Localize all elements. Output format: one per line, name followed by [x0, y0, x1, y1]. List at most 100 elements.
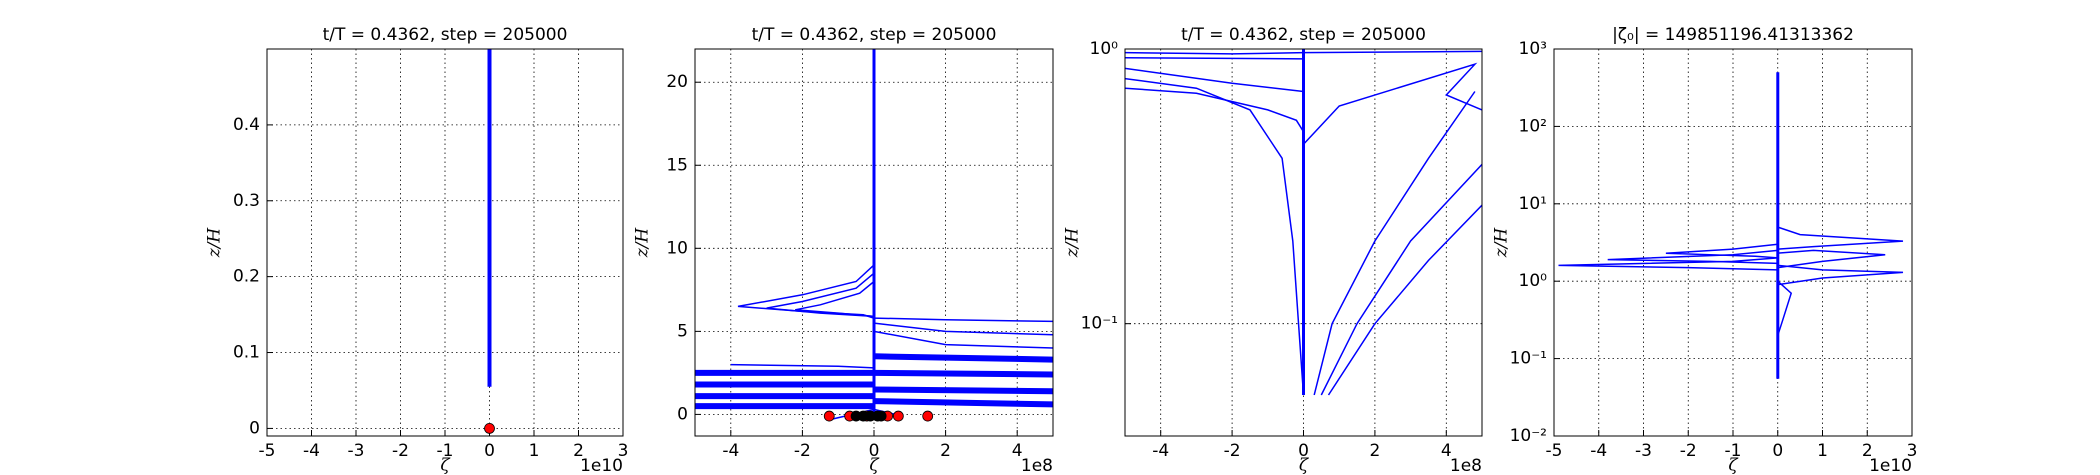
plot-marks [484, 49, 495, 434]
y-tick-label: 0.4 [233, 115, 260, 135]
y-tick-label: 10 [666, 238, 688, 258]
x-tick-label: -2 [794, 441, 811, 461]
plot-marks [1558, 72, 1904, 379]
data-line [730, 363, 875, 369]
x-tick-label: -4 [1152, 441, 1169, 461]
x-tick-label: -2 [1680, 441, 1697, 461]
x-tick-label: -3 [348, 441, 365, 461]
y-tick-label: 0 [677, 404, 688, 424]
data-line [873, 317, 1053, 323]
data-line [1313, 91, 1476, 396]
y-axis-label: z/H [205, 227, 225, 259]
x-axis-label: ζ [1299, 456, 1310, 475]
x-tick-label: -1 [437, 441, 454, 461]
panel: -4 -2 0 2 4 10⁻¹ 10⁰ t/T = 0.4362, step = 20500… [1063, 25, 1483, 475]
data-line [873, 386, 1053, 395]
x-tick-label: 4 [1012, 441, 1023, 461]
panel: -5 -4 -3 -2 -1 0 1 2 3 0 0.1 0.2 0.3 0.4 t/T = 0.4362,… [205, 25, 629, 475]
data-line [1777, 249, 1886, 269]
y-tick-label: 10⁻² [1510, 426, 1547, 446]
x-tick-label: 2 [1862, 441, 1873, 461]
data-line [873, 353, 1053, 363]
x-tick-label: 2 [573, 441, 584, 461]
data-line [1125, 50, 1482, 55]
x-tick-label: -5 [1546, 441, 1563, 461]
axes-frame [266, 48, 624, 437]
y-axis-label: z/H [1492, 227, 1512, 259]
data-line [1302, 62, 1482, 145]
x-tick-label: 2 [940, 441, 951, 461]
data-line [1558, 257, 1778, 271]
x-tick-label: -4 [303, 441, 320, 461]
y-axis-label: z/H [633, 227, 653, 259]
data-line [1327, 204, 1482, 396]
data-line [873, 330, 1053, 349]
x-tick-label: 0 [1772, 441, 1783, 461]
x-offset-label: 1e8 [1021, 456, 1053, 475]
y-tick-label: 15 [666, 155, 688, 175]
data-point [922, 410, 934, 422]
data-point [892, 410, 904, 422]
panel: -5 -4 -3 -2 -1 0 1 2 3 10⁻² 10⁻¹ 10⁰ 10¹ 10² 10³ |ζ₀| =… [1492, 25, 1918, 475]
x-tick-label: -4 [1590, 441, 1607, 461]
data-line [873, 322, 1053, 336]
x-tick-label: -2 [1224, 441, 1241, 461]
data-line [1607, 249, 1778, 265]
x-tick-label: 2 [1369, 441, 1380, 461]
y-tick-label: 10² [1519, 116, 1547, 136]
chart-title: |ζ₀| = 149851196.41313362 [1612, 25, 1854, 45]
plot-marks [1125, 49, 1482, 396]
data-line [1777, 264, 1904, 286]
x-offset-label: 1e8 [1450, 456, 1482, 475]
x-axis-label: ζ [1728, 456, 1739, 475]
data-line [1125, 87, 1305, 133]
y-tick-label: 5 [677, 321, 688, 341]
y-axis-label: z/H [1063, 227, 1083, 259]
x-tick-label: 1 [529, 441, 540, 461]
y-tick-label: 10⁰ [1519, 271, 1548, 291]
y-tick-label: 10⁰ [1090, 39, 1119, 59]
panel: -4 -2 0 2 4 0 5 10 15 20 t/T = 0.4362, step = 2050… [633, 25, 1054, 475]
plot-marks [695, 49, 1053, 422]
y-tick-label: 0.3 [233, 191, 260, 211]
data-line [1777, 226, 1904, 250]
data-line [1777, 280, 1793, 336]
y-tick-label: 10⁻¹ [1081, 314, 1118, 334]
data-line [795, 280, 875, 318]
data-line [766, 272, 875, 318]
x-tick-label: -1 [1725, 441, 1742, 461]
y-tick-label: 0.1 [233, 343, 260, 363]
y-tick-label: 10³ [1519, 39, 1547, 59]
data-line [1320, 163, 1482, 396]
data-line [1125, 56, 1304, 60]
x-tick-label: 3 [1907, 441, 1918, 461]
y-tick-label: 10⁻¹ [1510, 349, 1547, 369]
x-tick-label: 0 [869, 441, 880, 461]
x-tick-label: 0 [1298, 441, 1309, 461]
x-tick-label: -3 [1635, 441, 1652, 461]
x-tick-label: 3 [618, 441, 629, 461]
y-tick-label: 0 [249, 418, 260, 438]
x-axis-label: ζ [440, 456, 451, 475]
x-offset-label: 1e10 [1869, 456, 1912, 475]
chart-title: t/T = 0.4362, step = 205000 [752, 25, 997, 45]
x-tick-label: -4 [722, 441, 739, 461]
data-line [873, 369, 1053, 378]
axes-frame [1124, 48, 1483, 437]
data-line [1665, 243, 1778, 259]
y-tick-label: 20 [666, 72, 688, 92]
data-point [823, 410, 835, 422]
y-tick-label: 10¹ [1519, 194, 1547, 214]
x-tick-label: 1 [1817, 441, 1828, 461]
x-offset-label: 1e10 [580, 456, 623, 475]
chart-title: t/T = 0.4362, step = 205000 [1181, 25, 1426, 45]
data-point [875, 410, 887, 422]
axes-frame [694, 48, 1054, 437]
data-point [484, 423, 495, 434]
x-tick-label: -5 [259, 441, 276, 461]
x-tick-label: -2 [392, 441, 409, 461]
x-tick-label: 4 [1441, 441, 1452, 461]
x-tick-label: 0 [484, 441, 495, 461]
data-line [1125, 77, 1305, 396]
